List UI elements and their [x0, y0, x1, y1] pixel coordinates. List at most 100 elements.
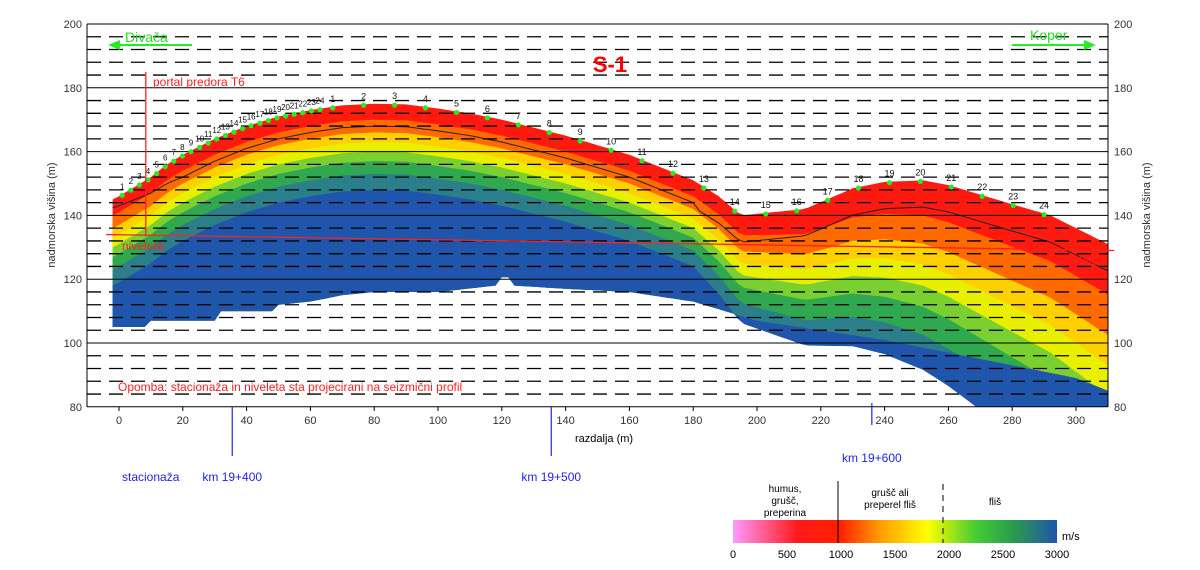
- geophone-label: 3: [137, 172, 142, 181]
- geophone-label: 5: [454, 98, 459, 108]
- geophone-marker: [239, 126, 246, 132]
- geophone-marker: [330, 105, 336, 111]
- x-tick-label: 220: [812, 415, 830, 427]
- station-label: stacionaža: [122, 470, 180, 484]
- geophone-label: 2: [129, 177, 134, 186]
- geophone-marker: [145, 177, 151, 183]
- geophone-label: 23: [1008, 192, 1018, 202]
- y-tick-label-left: 120: [64, 274, 82, 286]
- geophone-marker: [282, 113, 289, 119]
- geophone-marker: [300, 110, 306, 116]
- x-tick-label: 20: [177, 415, 189, 427]
- geophone-marker: [171, 158, 177, 164]
- geophone-marker: [824, 197, 831, 203]
- legend-tick-label: 1500: [883, 549, 907, 561]
- x-tick-label: 0: [116, 415, 122, 427]
- geophone-label: 10: [606, 136, 616, 146]
- y-tick-label-right: 180: [1114, 83, 1132, 95]
- geophone-marker: [274, 115, 280, 121]
- x-tick-label: 60: [304, 415, 316, 427]
- geophone-marker: [794, 208, 800, 214]
- geophone-label: 24: [316, 97, 325, 106]
- geophone-label: 3: [392, 91, 397, 101]
- geophone-label: 13: [699, 174, 709, 184]
- geophone-label: 22: [977, 182, 987, 192]
- direction-koper: Koper: [1030, 27, 1068, 43]
- y-tick-label-right: 120: [1114, 274, 1132, 286]
- geophone-marker: [361, 102, 367, 108]
- geophone-marker: [308, 108, 314, 114]
- geophone-marker: [222, 132, 228, 139]
- legend-tick-label: 2000: [937, 549, 961, 561]
- geophone-marker: [119, 192, 125, 198]
- legend-unit: m/s: [1062, 531, 1080, 543]
- station-label-km: km 19+500: [521, 470, 581, 484]
- y-tick-label-right: 160: [1114, 147, 1132, 159]
- velocity-legend: m/s 0 500 1000 1500 2000 2500 3000 humus, grušč,…: [730, 481, 1080, 561]
- y-tick-label-left: 80: [70, 402, 82, 414]
- portal-label: portal predora T6: [153, 75, 245, 89]
- geophone-label: 4: [423, 94, 428, 104]
- geophone-marker: [515, 122, 521, 128]
- geophone-marker: [670, 170, 676, 176]
- geophone-marker: [196, 144, 203, 150]
- geophone-label: 12: [212, 126, 221, 135]
- y-axis-label-left: nadmorska višina (m): [46, 162, 58, 267]
- geophone-marker: [248, 123, 254, 129]
- arrow-left-head-icon: [108, 40, 120, 50]
- geophone-label: 17: [823, 186, 833, 196]
- geophone-marker: [763, 211, 769, 217]
- geophone-label: 24: [1039, 201, 1049, 211]
- x-tick-label: 40: [240, 415, 252, 427]
- y-tick-label-right: 200: [1114, 19, 1132, 31]
- geophone-marker: [608, 147, 614, 153]
- y-tick-label-left: 140: [64, 210, 82, 222]
- velocity-field: [112, 103, 1108, 407]
- x-tick-label: 80: [368, 415, 380, 427]
- legend-tick-label: 0: [730, 549, 736, 561]
- geophone-marker: [948, 184, 954, 190]
- geophone-marker: [231, 129, 237, 135]
- geophone-marker: [162, 164, 168, 170]
- niveleta-label-left: niveleta: [122, 239, 164, 253]
- geophone-label: 12: [668, 159, 678, 169]
- niveleta-line: [106, 233, 1115, 252]
- direction-divaca: Divača: [125, 29, 168, 45]
- geophone-marker: [214, 136, 220, 142]
- niveleta-label-right: niveleta: [1057, 254, 1099, 268]
- geophone-label: 9: [189, 139, 194, 148]
- arrow-right-head-icon: [1084, 40, 1096, 50]
- geophone-label: 11: [637, 147, 646, 157]
- y-tick-label-right: 140: [1114, 210, 1132, 222]
- geophone-marker: [317, 107, 323, 113]
- geophone-label: 1: [330, 94, 335, 104]
- y-tick-label-right: 100: [1114, 338, 1132, 350]
- legend-class-label: fliš: [989, 497, 1001, 508]
- geophone-label: 18: [854, 174, 864, 184]
- geophone-marker: [188, 149, 194, 155]
- geophone-marker: [422, 105, 429, 111]
- geophone-label: 6: [485, 104, 490, 114]
- geophone-label: 11: [204, 130, 213, 139]
- geophone-label: 10: [195, 134, 204, 143]
- geophone-label: 4: [146, 167, 151, 176]
- geophone-marker: [577, 138, 583, 144]
- geophone-marker: [886, 180, 893, 186]
- geophone-label: 7: [172, 148, 177, 157]
- geophone-marker: [732, 208, 738, 214]
- refractor-line: [112, 125, 1108, 272]
- geophone-marker: [291, 111, 297, 117]
- geophone-marker: [917, 178, 923, 185]
- x-tick-label: 100: [429, 415, 447, 427]
- geophone-label: 21: [946, 173, 956, 183]
- x-tick-label: 160: [620, 415, 638, 427]
- geophone-label: 15: [761, 200, 771, 210]
- geophone-label: 13: [221, 123, 230, 132]
- geophone-marker: [1041, 211, 1047, 218]
- x-tick-label: 260: [939, 415, 957, 427]
- geophone-label: 8: [547, 119, 552, 129]
- geophone-label: 8: [180, 143, 185, 152]
- geophone-label: 20: [281, 103, 290, 112]
